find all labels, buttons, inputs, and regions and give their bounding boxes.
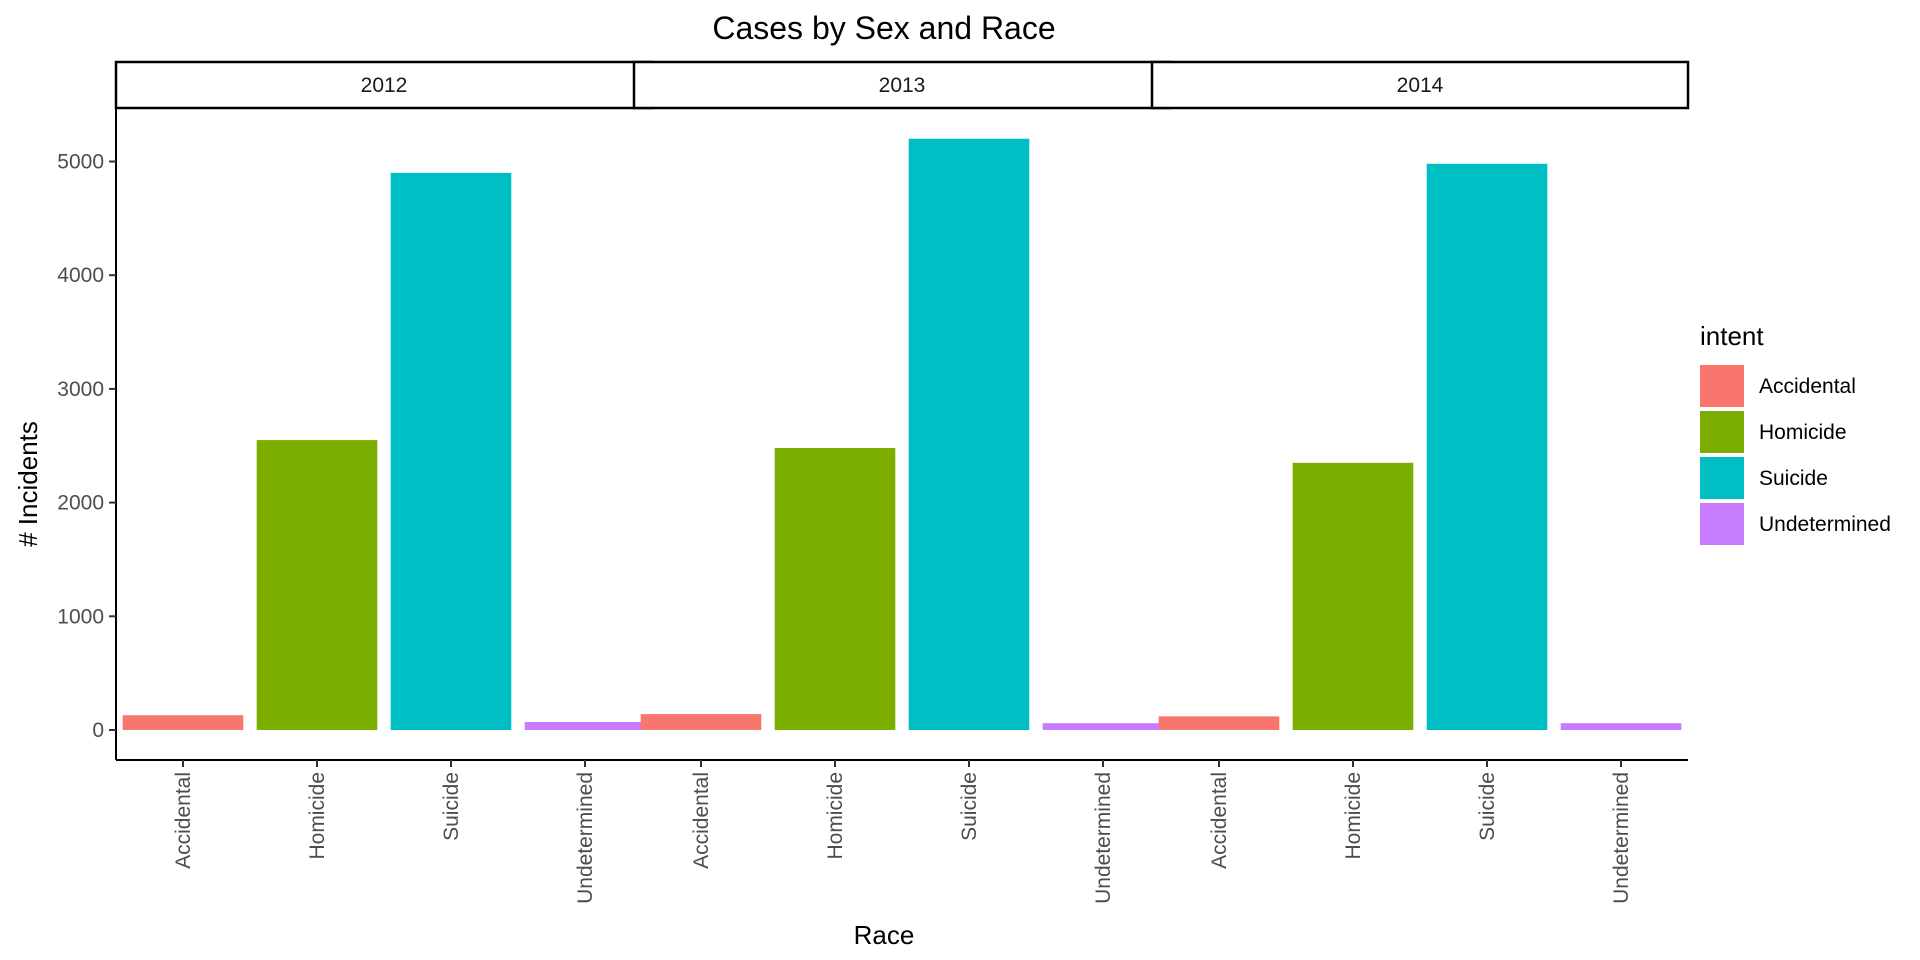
facet-strip-label: 2013 (879, 74, 926, 97)
bar-2013-accidental (640, 714, 762, 730)
facet-strip (1150, 60, 1690, 110)
y-axis-title: # Incidents (13, 421, 43, 547)
x-tick-label: Suicide (958, 772, 981, 841)
x-tick-label: Suicide (440, 772, 463, 841)
facet-strip-label: 2012 (361, 74, 408, 97)
legend-label: Accidental (1759, 375, 1856, 398)
y-axis: 0 1000 2000 3000 4000 5000 (57, 108, 117, 760)
bar-2013-homicide (774, 448, 896, 730)
legend-key-homicide (1700, 411, 1744, 453)
bar-2012-undetermined (524, 722, 646, 730)
bar-2014-undetermined (1560, 723, 1682, 730)
chart-title: Cases by Sex and Race (712, 10, 1055, 46)
legend-key-suicide (1700, 457, 1744, 499)
y-tick-label: 1000 (57, 605, 104, 628)
x-tick-label: Undetermined (574, 772, 597, 904)
x-tick-label: Suicide (1476, 772, 1499, 841)
bar-2014-suicide (1426, 163, 1548, 731)
facet-2014: 2014 Accidental Homicide Suicide Undetermine… (1150, 60, 1690, 904)
bar-2013-undetermined (1042, 723, 1164, 730)
facet-strip (114, 60, 654, 110)
legend: intent Accidental Homicide Suicide Undeterm… (1700, 321, 1891, 545)
x-tick-label: Homicide (824, 772, 847, 860)
x-tick-label: Accidental (690, 772, 713, 869)
bar-2012-suicide (390, 172, 512, 730)
bar-2014-homicide (1292, 462, 1414, 730)
legend-key-undetermined (1700, 503, 1744, 545)
legend-label: Suicide (1759, 467, 1828, 490)
x-tick-label: Accidental (172, 772, 195, 869)
bar-2012-homicide (256, 440, 378, 730)
legend-label: Homicide (1759, 421, 1847, 444)
x-tick-label: Undetermined (1610, 772, 1633, 904)
y-tick-label: 3000 (57, 378, 104, 401)
legend-label: Undetermined (1759, 513, 1891, 536)
facet-panels: 2012 Accidental Homicide Suicide Undetermine… (114, 60, 1690, 904)
y-tick-label: 2000 (57, 492, 104, 515)
facet-strip-label: 2014 (1397, 74, 1444, 97)
bar-2014-accidental (1158, 716, 1280, 730)
y-tick-label: 0 (92, 719, 104, 742)
x-tick-label: Homicide (1342, 772, 1365, 860)
bar-2012-accidental (122, 715, 244, 730)
x-axis-title: Race (854, 920, 915, 950)
facet-2013: 2013 Accidental Homicide Suicide Undetermine… (632, 60, 1172, 904)
x-tick-label: Accidental (1208, 772, 1231, 869)
x-tick-label: Undetermined (1092, 772, 1115, 904)
y-tick-label: 5000 (57, 151, 104, 174)
x-tick-label: Homicide (306, 772, 329, 860)
y-tick-label: 4000 (57, 264, 104, 287)
legend-key-accidental (1700, 365, 1744, 407)
bar-2013-suicide (908, 138, 1030, 730)
legend-title: intent (1700, 321, 1764, 351)
facet-2012: 2012 Accidental Homicide Suicide Undetermine… (114, 60, 654, 904)
